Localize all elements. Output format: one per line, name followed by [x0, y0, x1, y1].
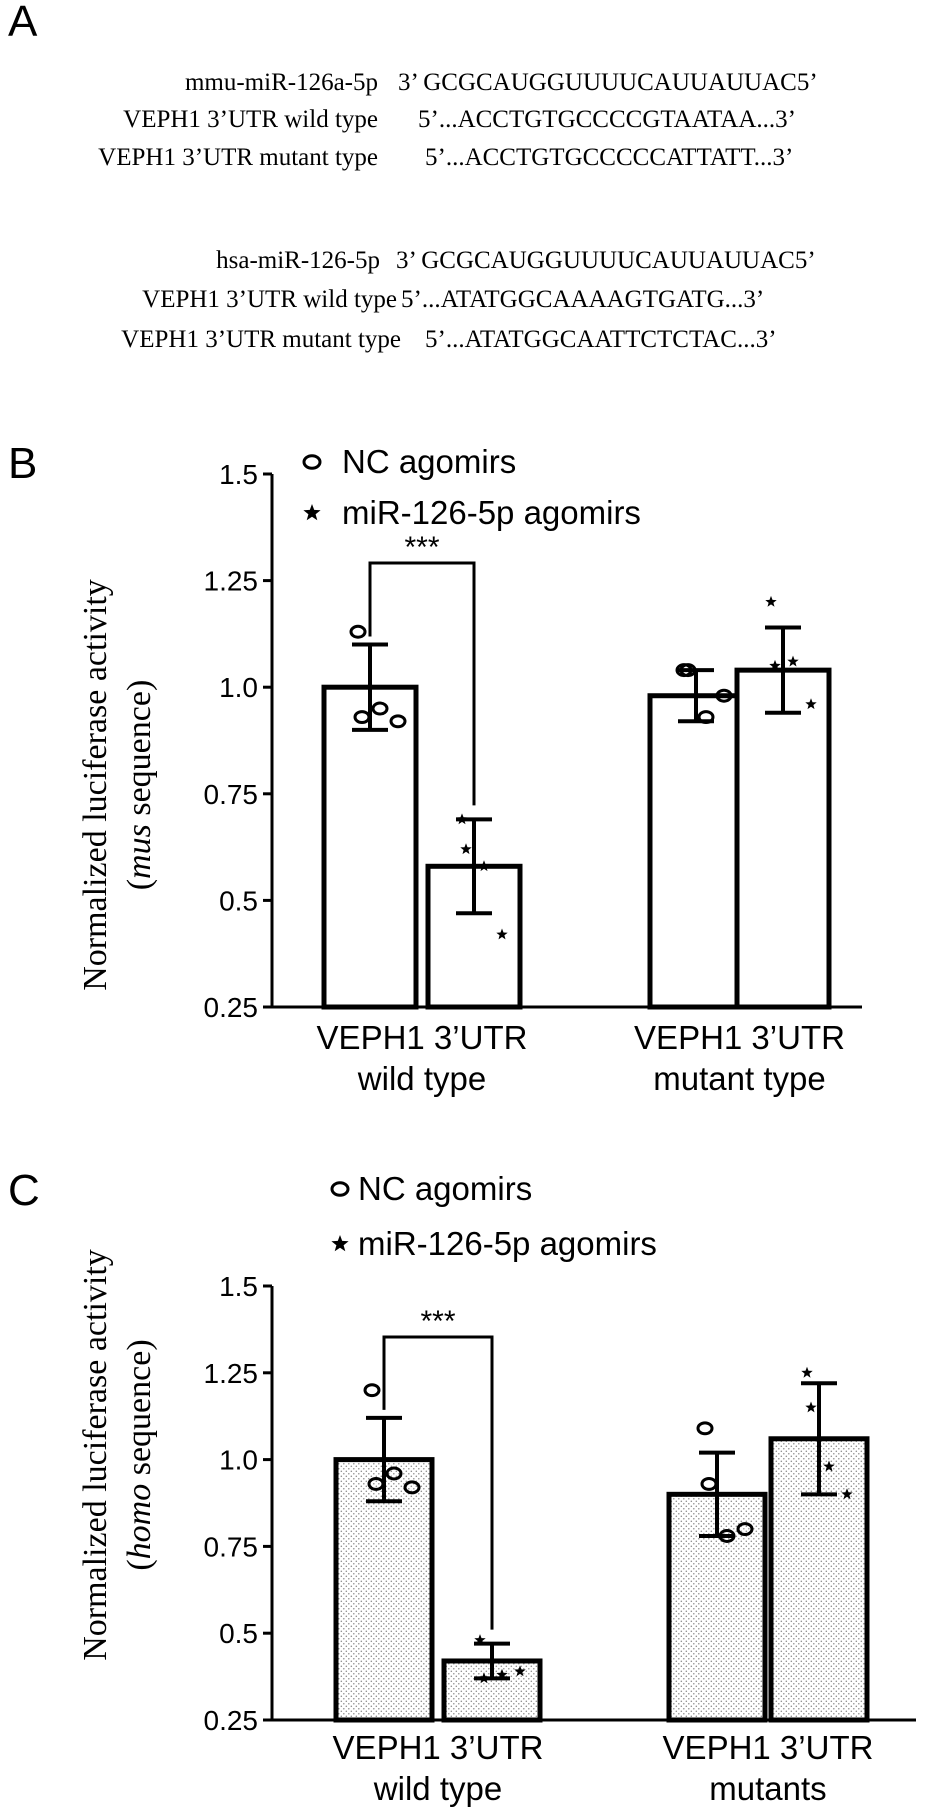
y-tick-label: 0.25 — [204, 992, 259, 1023]
data-point — [787, 655, 799, 667]
data-point — [496, 928, 508, 940]
sequence-text: 3’ GCGCAUGGUUUUCAUUAUUAC5’ — [398, 69, 818, 96]
category-label: VEPH1 3’UTR — [333, 1729, 544, 1766]
y-tick-label: 0.5 — [219, 885, 258, 916]
y-axis-label-part: ( — [121, 879, 158, 890]
legend-label: miR-126-5p agomirs — [342, 494, 641, 531]
sequence-text: 5’...ACCTGTGCCCCCATTATT...3’ — [425, 144, 793, 171]
y-axis-label-part: sequence) — [121, 680, 158, 824]
data-point — [363, 1383, 381, 1398]
data-point — [460, 843, 472, 855]
y-axis-label-part: sequence) — [121, 1339, 158, 1483]
data-point — [456, 813, 468, 825]
data-point — [385, 1466, 403, 1481]
data-point — [478, 860, 490, 872]
data-point — [697, 710, 715, 725]
significance-label: *** — [420, 1305, 455, 1338]
sequence-label: VEPH1 3’UTR wild type — [123, 106, 378, 133]
chart-b: B 0.25 0.5 0.75 1.0 1.25 1.5 Normalized lucifer… — [8, 439, 862, 1097]
sequence-label: mmu-miR-126a-5p — [185, 69, 378, 96]
bar — [734, 667, 832, 1010]
y-axis-label: Normalized luciferase activity — [77, 579, 114, 991]
y-axis-label-sub: (homo sequence) — [121, 1339, 158, 1570]
sequence-text: 5’...ACCTGTGCCCCGTAATAA...3’ — [418, 106, 796, 133]
data-point — [403, 1480, 421, 1495]
data-point — [696, 1421, 714, 1436]
data-point — [700, 1476, 718, 1491]
panel-letter: C — [8, 1166, 40, 1215]
y-axis-label: Normalized luciferase activity — [77, 1249, 114, 1661]
y-tick-label: 1.25 — [204, 1358, 259, 1389]
sequence-label: hsa-miR-126-5p — [216, 247, 380, 274]
sequence-label: VEPH1 3’UTR mutant type — [121, 326, 401, 353]
data-point — [371, 701, 389, 716]
category-label: VEPH1 3’UTR — [663, 1729, 874, 1766]
category-label-sub: wild type — [357, 1060, 486, 1097]
y-tick-label: 0.5 — [219, 1618, 258, 1649]
data-point — [367, 1476, 385, 1491]
legend-marker — [331, 1235, 349, 1252]
legend-marker — [302, 454, 322, 470]
data-point — [805, 1401, 817, 1413]
significance-bracket — [382, 1335, 494, 1630]
y-tick-label: 0.25 — [204, 1705, 259, 1736]
y-axis-label-italic: homo — [121, 1484, 158, 1560]
legend-marker — [303, 504, 321, 521]
y-tick-label: 1.25 — [204, 566, 259, 597]
data-point — [805, 698, 817, 710]
legend-label: miR-126-5p agomirs — [358, 1225, 657, 1262]
panel-letter: B — [8, 439, 37, 488]
sequence-label: VEPH1 3’UTR mutant type — [98, 144, 378, 171]
bar — [647, 693, 745, 1010]
significance-bracket — [368, 561, 476, 806]
data-point — [349, 624, 367, 639]
category-label-sub: mutants — [709, 1770, 826, 1807]
data-point — [478, 1672, 490, 1684]
data-point — [715, 688, 733, 703]
data-point — [353, 710, 371, 725]
data-point — [841, 1488, 853, 1500]
sequence-label: VEPH1 3’UTR wild type — [142, 286, 397, 313]
y-tick-label: 1.0 — [219, 672, 258, 703]
data-point — [718, 1529, 736, 1543]
y-tick-label: 1.5 — [219, 459, 258, 490]
panel-a-letter: A — [8, 0, 38, 46]
significance-label: *** — [404, 531, 439, 564]
legend-label: NC agomirs — [342, 443, 516, 480]
y-axis-label-part: ( — [121, 1559, 158, 1570]
data-point — [765, 595, 777, 607]
data-point — [679, 663, 697, 678]
bar — [321, 684, 419, 1010]
data-point — [736, 1522, 754, 1537]
data-point — [474, 1634, 486, 1645]
category-label-sub: wild type — [373, 1770, 502, 1807]
chart-c: C 0.25 0.5 0.75 1.0 1.25 1.5 Normalized lucifer… — [8, 1166, 916, 1807]
legend-marker — [330, 1181, 350, 1197]
y-tick-label: 0.75 — [204, 1531, 259, 1562]
category-label-sub: mutant type — [653, 1060, 825, 1097]
data-point — [496, 1668, 508, 1680]
category-label: VEPH1 3’UTR — [634, 1019, 845, 1056]
y-axis-label-sub: (mus sequence) — [121, 680, 158, 891]
data-point — [769, 659, 781, 671]
sequence-text: 5’...ATATGGCAAAAGTGATG...3’ — [401, 286, 764, 313]
y-tick-label: 1.0 — [219, 1445, 258, 1476]
sequence-alignment: mmu-miR-126a-5p 3’ GCGCAUGGUUUUCAUUAUUAC5… — [98, 69, 818, 353]
sequence-text: 3’ GCGCAUGGUUUUCAUUAUUAC5’ — [396, 247, 816, 274]
data-point — [823, 1460, 835, 1472]
sequence-text: 5’...ATATGGCAATTCTCTAC...3’ — [425, 326, 777, 353]
data-point — [389, 714, 407, 729]
y-tick-label: 0.75 — [204, 779, 259, 810]
category-label: VEPH1 3’UTR — [317, 1019, 528, 1056]
data-point — [801, 1366, 813, 1378]
y-tick-label: 1.5 — [219, 1271, 258, 1302]
y-axis-label-italic: mus — [121, 824, 158, 879]
legend-label: NC agomirs — [358, 1170, 532, 1207]
data-point — [514, 1665, 526, 1677]
